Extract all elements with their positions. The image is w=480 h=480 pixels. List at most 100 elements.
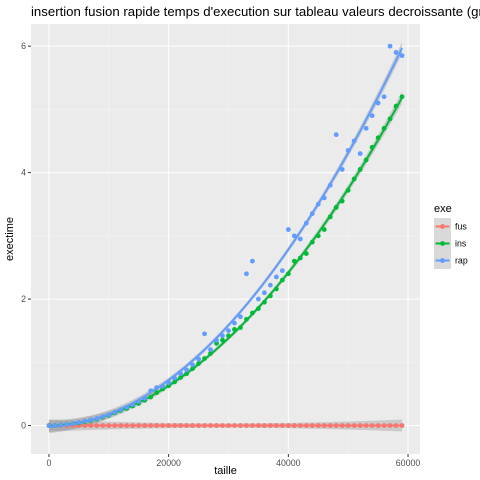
point-fus: [88, 423, 94, 428]
legend-key-point-fus: [440, 224, 445, 229]
point-fus: [124, 423, 130, 428]
point-rap: [46, 423, 52, 428]
point-rap: [58, 422, 64, 428]
legend-title: exe: [434, 203, 452, 215]
point-rap: [214, 337, 219, 343]
point-fus: [279, 423, 285, 428]
point-rap: [64, 421, 70, 427]
point-fus: [333, 423, 339, 428]
point-ins: [303, 251, 309, 256]
point-rap: [118, 407, 124, 413]
y-tick-label: 6: [21, 41, 26, 51]
point-fus: [244, 423, 249, 428]
point-rap: [190, 362, 195, 368]
point-rap: [94, 416, 100, 421]
point-fus: [399, 423, 405, 428]
legend-label-ins: ins: [455, 239, 467, 249]
point-ins: [333, 204, 339, 210]
point-ins: [321, 227, 327, 232]
point-rap: [124, 404, 130, 410]
point-fus: [190, 423, 195, 428]
point-fus: [226, 423, 231, 428]
legend: exe fus ins rap: [434, 203, 468, 269]
y-axis: 0 2 4 6: [21, 41, 31, 431]
point-rap: [160, 383, 166, 389]
x-axis: 0 20000 40000 60000: [47, 454, 420, 468]
point-fus: [345, 423, 351, 428]
point-rap: [184, 367, 190, 373]
point-ins: [244, 316, 249, 322]
point-fus: [369, 423, 375, 428]
point-fus: [196, 423, 201, 428]
point-rap: [76, 419, 82, 425]
point-ins: [399, 94, 405, 100]
point-ins: [345, 187, 351, 193]
point-rap: [52, 423, 58, 428]
point-rap: [262, 290, 267, 296]
point-fus: [285, 423, 291, 428]
point-fus: [327, 423, 333, 428]
point-ins: [267, 293, 273, 299]
point-rap: [273, 274, 279, 280]
point-fus: [339, 423, 345, 428]
point-rap: [112, 409, 118, 415]
point-rap: [256, 296, 261, 302]
point-fus: [130, 423, 136, 428]
point-rap: [369, 113, 375, 119]
point-fus: [262, 423, 267, 428]
point-ins: [172, 379, 178, 385]
point-fus: [106, 423, 112, 428]
point-fus: [172, 423, 178, 428]
point-rap: [154, 385, 160, 391]
point-fus: [363, 423, 369, 428]
point-rap: [393, 50, 399, 55]
point-rap: [357, 151, 363, 157]
y-tick-label: 2: [21, 294, 26, 304]
point-ins: [381, 125, 387, 131]
point-fus: [214, 423, 219, 428]
point-rap: [70, 421, 76, 427]
point-fus: [256, 423, 261, 428]
legend-label-fus: fus: [455, 222, 467, 232]
plot-panel: [31, 24, 420, 454]
point-fus: [381, 423, 387, 428]
point-ins: [315, 233, 321, 239]
point-fus: [351, 423, 357, 428]
point-ins: [291, 258, 297, 264]
point-fus: [100, 423, 106, 428]
point-rap: [351, 138, 357, 144]
point-ins: [202, 356, 207, 361]
point-fus: [142, 423, 148, 428]
point-rap: [238, 314, 243, 320]
point-fus: [315, 423, 321, 428]
point-rap: [309, 211, 315, 217]
point-fus: [321, 423, 327, 428]
point-rap: [172, 375, 178, 381]
point-fus: [94, 423, 100, 428]
point-ins: [190, 366, 195, 372]
point-rap: [291, 233, 297, 239]
point-fus: [267, 423, 273, 428]
point-rap: [363, 125, 369, 131]
point-rap: [327, 182, 333, 188]
grid-minor-lines: [31, 24, 420, 454]
legend-key-point-ins: [440, 241, 445, 246]
point-fus: [118, 423, 124, 428]
point-ins: [357, 167, 363, 172]
point-rap: [226, 328, 231, 334]
point-fus: [291, 423, 297, 428]
point-fus: [297, 423, 303, 428]
point-ins: [184, 371, 190, 377]
point-ins: [220, 337, 225, 343]
point-ins: [196, 361, 201, 366]
point-ins: [363, 157, 369, 163]
point-ins: [256, 306, 261, 311]
point-rap: [220, 333, 225, 339]
point-fus: [357, 423, 363, 428]
point-rap: [196, 356, 201, 362]
point-rap: [315, 201, 321, 207]
point-rap: [381, 94, 387, 100]
point-rap: [130, 402, 136, 408]
point-ins: [309, 239, 315, 245]
